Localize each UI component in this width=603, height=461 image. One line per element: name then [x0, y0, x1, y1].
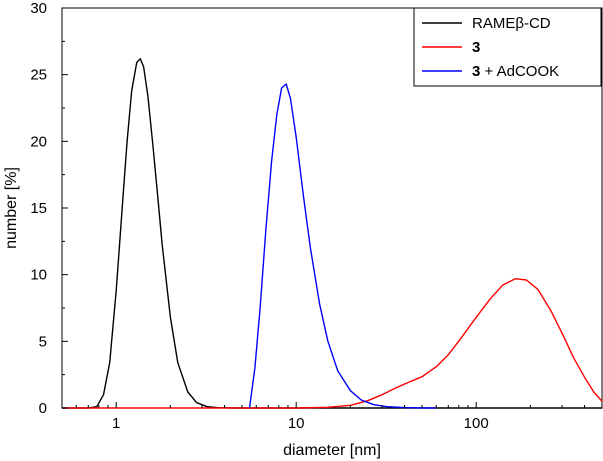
y-tick-label: 15	[30, 200, 47, 217]
axis-ticks: 1 10 100 0 5 10 15 20 25 30	[30, 0, 603, 432]
series-line-2	[62, 278, 603, 409]
series-layer	[62, 58, 603, 409]
y-tick-label: 10	[30, 267, 47, 284]
legend-label: RAMEβ-CD	[472, 15, 551, 32]
legend-label-part: RAMEβ-CD	[472, 15, 551, 32]
x-tick-label: 1	[112, 415, 120, 432]
x-axis-label: diameter [nm]	[283, 442, 381, 459]
y-tick-label: 30	[30, 0, 47, 17]
y-axis-label: number [%]	[3, 167, 20, 249]
y-tick-label: 0	[39, 400, 47, 417]
series-line-1	[62, 58, 602, 409]
legend-label-part: + AdCOOK	[480, 63, 559, 80]
legend-label-part: 3	[472, 63, 480, 80]
y-tick-label: 25	[30, 67, 47, 84]
series-line-3	[248, 83, 437, 409]
y-tick-label: 20	[30, 133, 47, 150]
legend-label: 3 + AdCOOK	[472, 63, 559, 80]
legend-label-part: 3	[472, 39, 480, 56]
legend-label: 3	[472, 39, 480, 56]
x-tick-label: 100	[464, 415, 489, 432]
x-tick-label: 10	[288, 415, 305, 432]
y-tick-label: 5	[39, 333, 47, 350]
